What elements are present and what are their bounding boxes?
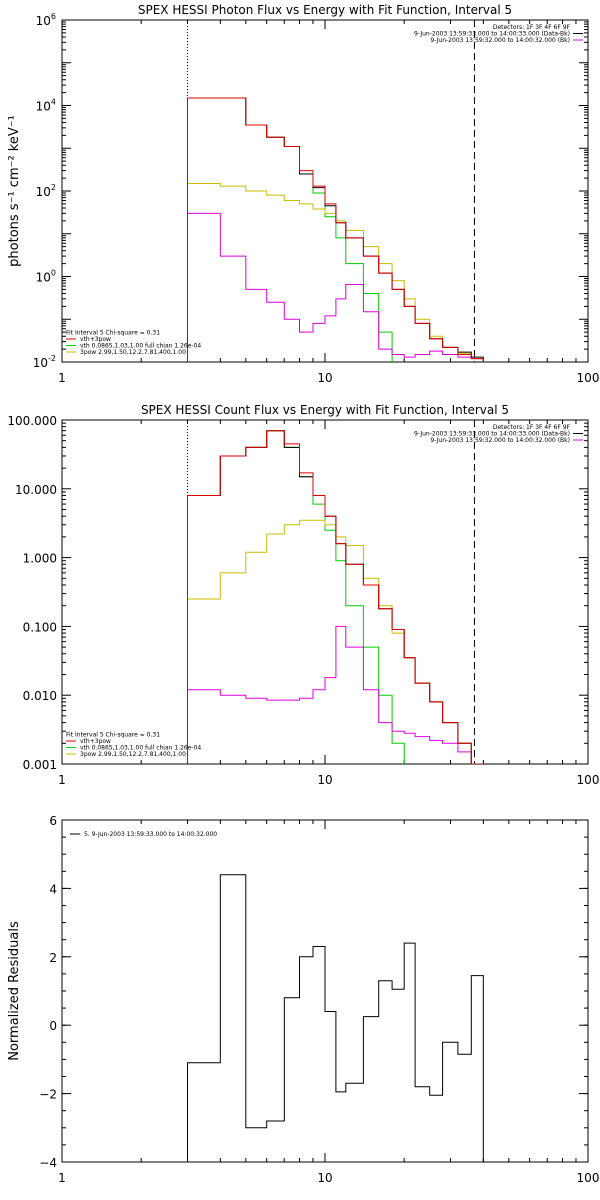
y-tick-label: 10-2 [33, 354, 56, 370]
chart-title: SPEX HESSI Photon Flux vs Energy with Fi… [138, 3, 512, 17]
x-tick-label: 100 [577, 773, 600, 787]
x-tick-label: 10 [317, 1171, 332, 1185]
chart-title: SPEX HESSI Count Flux vs Energy with Fit… [141, 403, 509, 417]
legend-bottom-left-item: vth+3pow [80, 738, 111, 745]
y-tick-label: 0.010 [23, 689, 57, 703]
y-tick-label: −4 [39, 1156, 57, 1170]
legend-top-left-item: 5. 9-Jun-2003 13:59:33.000 to 14:00:32.0… [84, 831, 217, 838]
legend-bottom-left-item: vth+3pow [80, 336, 111, 343]
x-tick-label: 1 [58, 1171, 66, 1185]
y-axis-label: photons s⁻¹ cm⁻² keV⁻¹ [7, 115, 22, 267]
y-tick-label: 0.100 [23, 620, 57, 634]
series-vth-3pow [187, 97, 484, 362]
y-tick-label: 100.000 [7, 414, 57, 428]
y-tick-label: 1.000 [23, 552, 57, 566]
x-tick-label: 100 [577, 371, 600, 385]
legend-bottom-left-item: vth 0.0865,1.03,1.00 full chian 1.26e-04 [80, 745, 201, 752]
legend-top-right-item: 9-Jun-2003 13:59:32.000 to 14:00:32.000 … [430, 437, 570, 444]
y-tick-label: 100 [36, 269, 56, 285]
legend-bottom-left-item: 3pow 2.99,1.50,12.2,7.81,400,1.00 [80, 349, 186, 356]
series-data-bk [187, 430, 484, 764]
y-tick-label: 2 [49, 951, 57, 965]
photon-flux-panel: 1 10 100 10-2 100 102 104 106 SPEX HESSI Photon … [7, 3, 600, 385]
y-tick-label: 0 [49, 1019, 57, 1033]
legend-top-right-item: Detectors: 1F 3F 4F 6F 9F [493, 24, 571, 31]
residuals-panel: 1 10 100 −4 −2 0 2 4 6 Normalized Residuals 5. 9-J… [7, 814, 600, 1185]
x-tick-label: 1 [58, 773, 66, 787]
series-vth [187, 97, 393, 362]
y-tick-label: 106 [36, 12, 56, 28]
legend-bottom-left-item: Fit Interval 5 Chi-square = 0.31 [66, 330, 160, 337]
series-group [187, 97, 484, 362]
y-tick-label: 102 [36, 183, 56, 199]
y-tick-label: −2 [39, 1088, 57, 1102]
legend-bottom-left-item: vth 0.0865,1.03,1.00 full chian 1.26e-04 [80, 343, 201, 350]
y-axis-label: Normalized Residuals [7, 921, 22, 1061]
series-vth-3pow [187, 430, 484, 764]
x-tick-label: 10 [317, 371, 332, 385]
legend-top-right-item: 9-Jun-2003 13:59:33.000 to 14:00:33.000 … [414, 431, 570, 438]
y-tick-label: 104 [36, 98, 56, 114]
x-tick-label: 100 [577, 1171, 600, 1185]
y-tick-label: 4 [49, 882, 57, 896]
legend-top-right-item: 9-Jun-2003 13:59:33.000 to 14:00:33.000 … [414, 31, 570, 38]
legend-bottom-left-item: Fit Interval 5 Chi-square = 0.31 [66, 732, 160, 739]
legend-top-right-item: Detectors: 1F 3F 4F 6F 9F [493, 424, 571, 431]
series-bk [187, 212, 484, 362]
plot-frame [61, 419, 589, 765]
x-tick-label: 1 [58, 371, 66, 385]
series-group [187, 874, 484, 1162]
x-tick-label: 10 [317, 773, 332, 787]
y-tick-label: 10.000 [15, 483, 57, 497]
y-tick-label: 6 [49, 814, 57, 828]
count-flux-panel: 1 10 100 0.001 0.010 0.100 1.000 10.000 100.000 S… [7, 403, 600, 787]
series-residuals [187, 874, 484, 1162]
series-vth [187, 430, 405, 764]
legend-bottom-left-item: 3pow 2.99,1.50,12.2,7.81,400,1.00 [80, 751, 186, 758]
series-group [187, 430, 484, 764]
legend-top-right-item: 9-Jun-2003 13:59:32.000 to 14:00:32.000 … [430, 37, 570, 44]
series-bk [187, 625, 484, 764]
series-data-bk [187, 97, 484, 362]
y-tick-label: 0.001 [23, 758, 57, 772]
